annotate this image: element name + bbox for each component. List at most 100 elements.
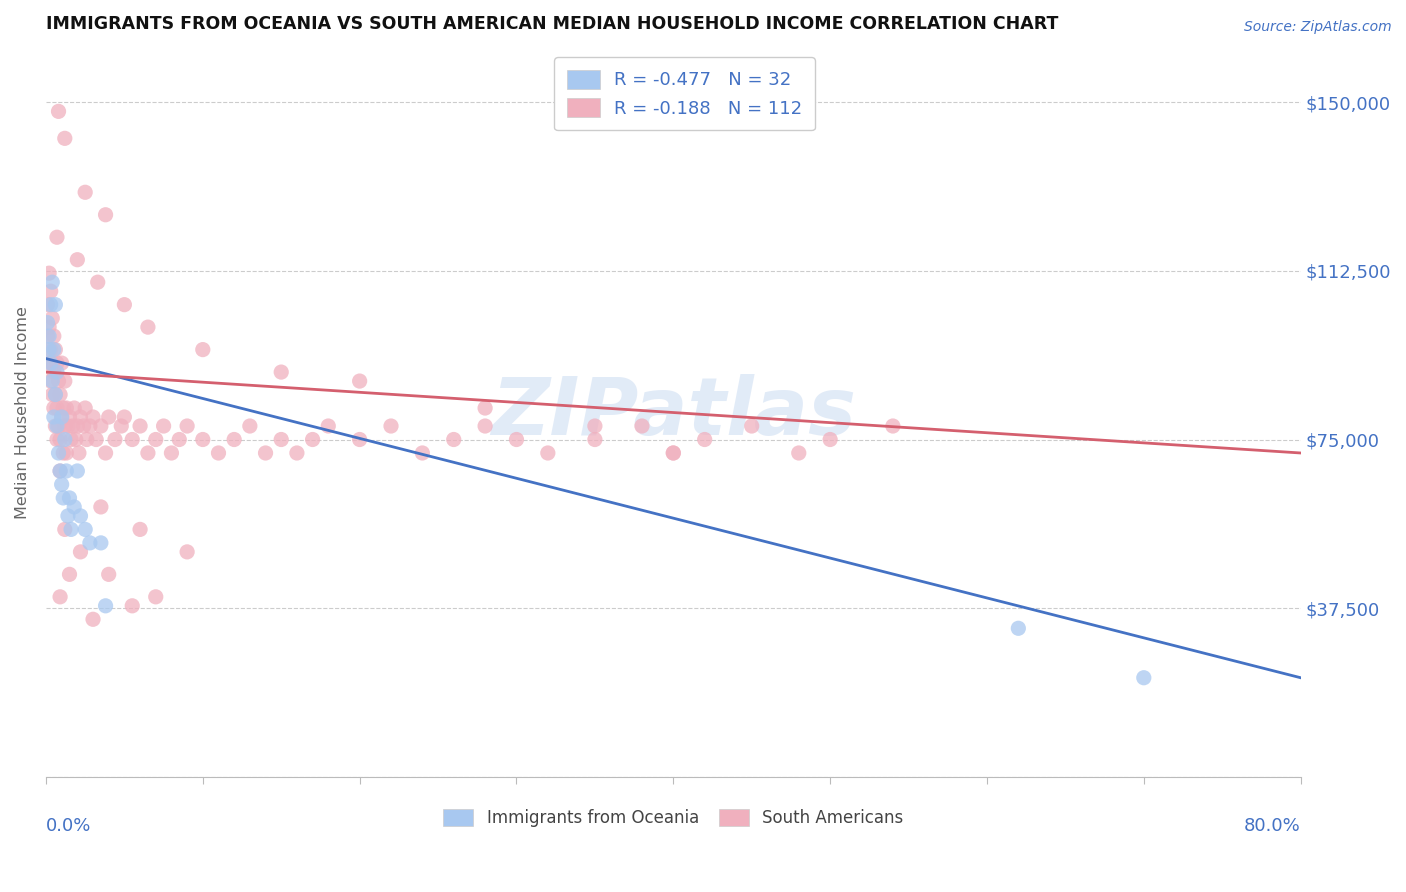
Point <box>474 419 496 434</box>
Point <box>66 464 89 478</box>
Point <box>38 329 60 343</box>
Point <box>136 446 159 460</box>
Point <box>94 208 117 222</box>
Point <box>285 446 308 460</box>
Point <box>53 374 76 388</box>
Point <box>152 419 174 434</box>
Point <box>44 419 66 434</box>
Point <box>443 433 465 447</box>
Point <box>48 419 70 434</box>
Point <box>38 266 60 280</box>
Point <box>224 433 246 447</box>
Point <box>112 298 135 312</box>
Point <box>39 298 62 312</box>
Text: IMMIGRANTS FROM OCEANIA VS SOUTH AMERICAN MEDIAN HOUSEHOLD INCOME CORRELATION CH: IMMIGRANTS FROM OCEANIA VS SOUTH AMERICA… <box>46 15 1059 33</box>
Point <box>53 131 76 145</box>
Point <box>42 410 65 425</box>
Point <box>58 567 80 582</box>
Point <box>39 374 62 388</box>
Point <box>129 523 152 537</box>
Point <box>52 401 75 415</box>
Point <box>46 401 69 415</box>
Point <box>39 343 62 357</box>
Point <box>42 401 65 415</box>
Point <box>145 590 167 604</box>
Point <box>42 329 65 343</box>
Point <box>104 433 127 447</box>
Point <box>84 433 107 447</box>
Point <box>42 365 65 379</box>
Y-axis label: Median Household Income: Median Household Income <box>15 306 30 519</box>
Point <box>48 446 70 460</box>
Point <box>583 433 606 447</box>
Point <box>79 536 101 550</box>
Point <box>60 433 83 447</box>
Point <box>505 433 527 447</box>
Point <box>90 419 112 434</box>
Point <box>75 401 97 415</box>
Point <box>349 433 371 447</box>
Point <box>58 491 80 505</box>
Point <box>474 401 496 415</box>
Point <box>69 508 91 523</box>
Point <box>42 343 65 357</box>
Point <box>66 419 89 434</box>
Point <box>51 477 73 491</box>
Point <box>818 433 841 447</box>
Point <box>44 298 66 312</box>
Point <box>121 599 143 613</box>
Point <box>411 446 433 460</box>
Point <box>882 419 904 434</box>
Point <box>316 419 339 434</box>
Point <box>41 374 63 388</box>
Point <box>37 298 59 312</box>
Point <box>537 446 560 460</box>
Point <box>72 419 94 434</box>
Point <box>53 419 76 434</box>
Point <box>39 284 62 298</box>
Point <box>46 419 69 434</box>
Point <box>741 419 763 434</box>
Point <box>129 419 152 434</box>
Point <box>75 186 97 200</box>
Point <box>53 433 76 447</box>
Point <box>136 320 159 334</box>
Point <box>56 419 79 434</box>
Point <box>349 374 371 388</box>
Point <box>191 433 214 447</box>
Point <box>46 230 69 244</box>
Point <box>49 464 72 478</box>
Point <box>44 387 66 401</box>
Point <box>239 419 262 434</box>
Point <box>121 433 143 447</box>
Point <box>380 419 402 434</box>
Point <box>37 329 59 343</box>
Point <box>65 433 87 447</box>
Point <box>49 433 72 447</box>
Point <box>49 590 72 604</box>
Point <box>270 433 292 447</box>
Point <box>39 356 62 370</box>
Point <box>1133 671 1156 685</box>
Point <box>37 316 59 330</box>
Point <box>69 410 91 425</box>
Point <box>51 410 73 425</box>
Point <box>51 410 73 425</box>
Point <box>46 356 69 370</box>
Point <box>176 545 198 559</box>
Point <box>254 446 277 460</box>
Point <box>301 433 323 447</box>
Point <box>63 401 86 415</box>
Point <box>67 446 90 460</box>
Text: Source: ZipAtlas.com: Source: ZipAtlas.com <box>1244 20 1392 34</box>
Point <box>110 419 132 434</box>
Point <box>82 612 104 626</box>
Point <box>160 446 183 460</box>
Point <box>631 419 654 434</box>
Point <box>94 599 117 613</box>
Point <box>49 464 72 478</box>
Point <box>1007 621 1029 635</box>
Point <box>56 508 79 523</box>
Point <box>176 419 198 434</box>
Point <box>69 545 91 559</box>
